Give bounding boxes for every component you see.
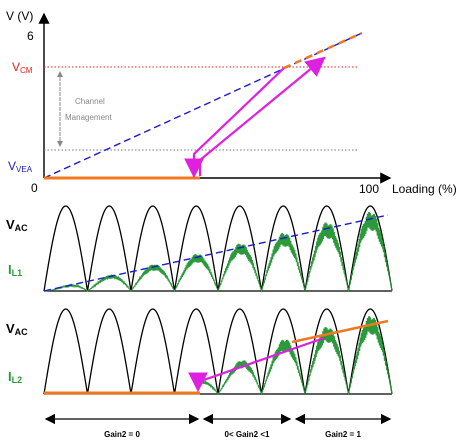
vvea-label: VVEA [8, 159, 33, 174]
region-label-gain0: Gain2 = 0 [104, 430, 140, 439]
vac-label-middle: VAC [6, 217, 28, 233]
bottom-chart: VAC IL2 [6, 308, 393, 396]
middle-chart: VAC IL1 [6, 205, 393, 293]
il1-label: IL1 [8, 262, 22, 278]
il2-ripple-path [199, 316, 393, 396]
vac-arch-path [43, 205, 393, 292]
x-max-label: 100 [359, 182, 379, 196]
il1-waveform [44, 211, 393, 293]
vac-label-bottom: VAC [6, 321, 28, 337]
magenta-up-arrow [198, 56, 326, 176]
region-label-gain-partial: 0< Gain2 <1 [225, 430, 270, 439]
x-zero-label: 0 [31, 181, 38, 195]
channel-annotation-line1: Channel [75, 97, 105, 106]
top-chart: V (V) 6 VCM VVEA 0 100 Loading (%) Chann… [6, 9, 457, 196]
orange-dashed-top [283, 31, 363, 70]
vcm-label: VCM [12, 60, 33, 75]
orange-envelope-bottom [291, 319, 389, 344]
region-label-gain1: Gain2 = 1 [325, 430, 361, 439]
il2-label: IL2 [8, 369, 22, 385]
channel-annotation-line2: Management [65, 113, 112, 122]
vac-waveform-middle [43, 205, 393, 292]
vac-waveform-bottom [43, 308, 393, 395]
x-axis-label: Loading (%) [392, 182, 457, 196]
magenta-rise-arrow [188, 336, 325, 393]
il1-envelope-dashed [43, 214, 389, 292]
magenta-down-arrow [184, 67, 285, 179]
y-axis-label: V (V) [6, 9, 33, 23]
vac-arch-path [43, 308, 393, 395]
il1-ripple-path [44, 211, 393, 293]
gain-regions: Gain2 = 0 0< Gain2 <1 Gain2 = 1 [44, 413, 392, 439]
y-max-label: 6 [27, 29, 34, 43]
il2-waveform [199, 316, 393, 396]
